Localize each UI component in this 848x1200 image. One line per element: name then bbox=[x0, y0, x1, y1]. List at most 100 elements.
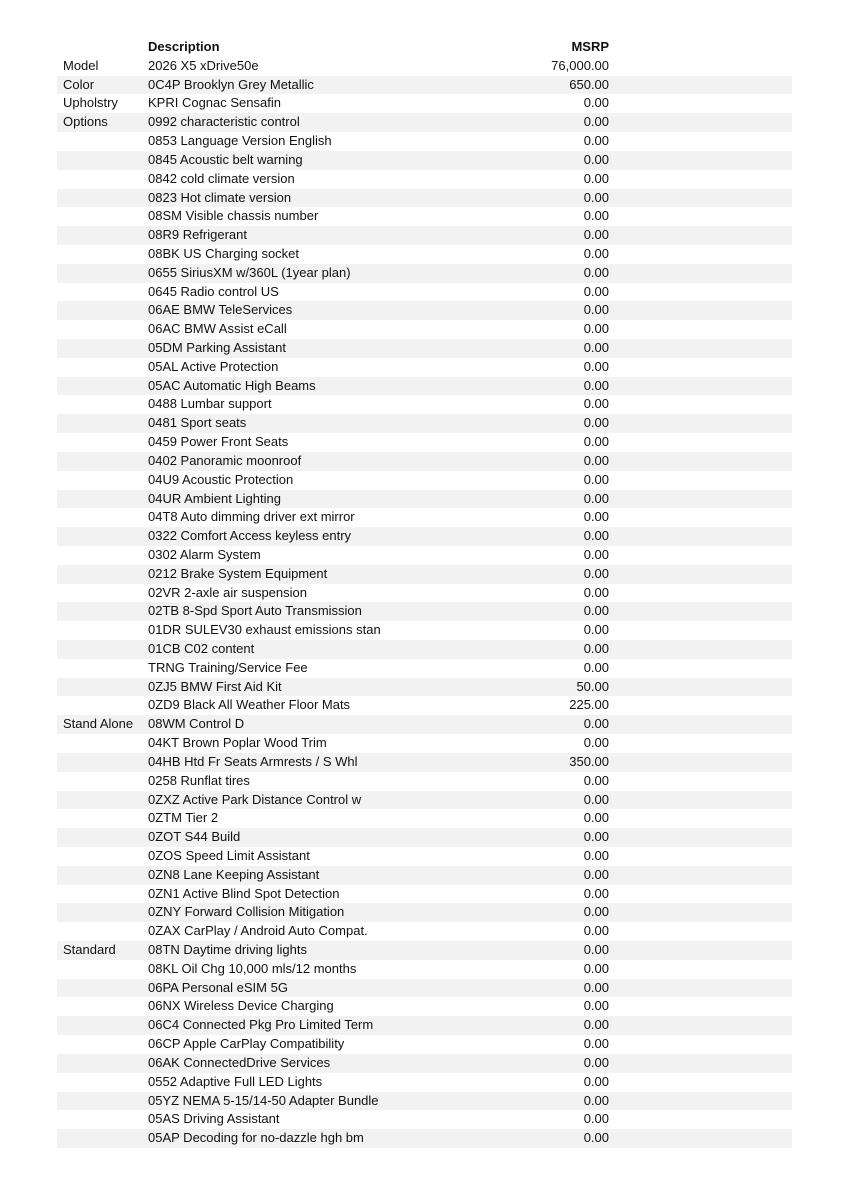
msrp-cell: 0.00 bbox=[583, 603, 609, 619]
description-cell: TRNG Training/Service Fee bbox=[148, 659, 308, 675]
table-row: Stand Alone 08WM Control D 0.00 bbox=[57, 715, 792, 735]
table-row: 0ZTM Tier 2 0.00 bbox=[57, 809, 792, 828]
category-cell: Options bbox=[63, 114, 108, 130]
description-cell: 0ZD9 Black All Weather Floor Mats bbox=[148, 697, 351, 713]
msrp-cell: 0.00 bbox=[583, 95, 609, 111]
msrp-cell: 0.00 bbox=[583, 415, 609, 431]
table-row: 0ZOT S44 Build 0.00 bbox=[57, 828, 792, 847]
description-cell: 0322 Comfort Access keyless entry bbox=[148, 528, 352, 544]
msrp-cell: 0.00 bbox=[583, 923, 609, 939]
table-row: 05YZ NEMA 5-15/14-50 Adapter Bundle 0.00 bbox=[57, 1091, 792, 1111]
msrp-cell: 0.00 bbox=[583, 302, 609, 318]
description-cell: 0481 Sport seats bbox=[148, 415, 247, 431]
description-cell: 01CB C02 content bbox=[148, 641, 255, 656]
table-row: 01CB C02 content 0.00 bbox=[57, 640, 792, 659]
msrp-cell: 0.00 bbox=[583, 904, 609, 920]
description-cell: 05AS Driving Assistant bbox=[148, 1111, 280, 1127]
msrp-cell: 225.00 bbox=[569, 697, 609, 713]
msrp-cell: 76,000.00 bbox=[551, 57, 609, 73]
table-row: 05DM Parking Assistant 0.00 bbox=[57, 339, 792, 358]
msrp-cell: 0.00 bbox=[583, 245, 609, 261]
description-cell: 08WM Control D bbox=[148, 716, 245, 732]
msrp-cell: 0.00 bbox=[583, 866, 609, 882]
msrp-cell: 0.00 bbox=[583, 377, 609, 393]
table-row: 06NX Wireless Device Charging 0.00 bbox=[57, 997, 792, 1016]
msrp-cell: 0.00 bbox=[583, 829, 609, 845]
table-row: 0ZNY Forward Collision Mitigation 0.00 bbox=[57, 903, 792, 923]
msrp-cell: 0.00 bbox=[583, 1130, 609, 1146]
price-sheet-table: Description MSRP Model 2026 X5 xDrive50e 7… bbox=[57, 38, 792, 1148]
msrp-cell: 0.00 bbox=[583, 1092, 609, 1108]
category-cell: Model bbox=[63, 57, 99, 73]
description-cell: 02TB 8-Spd Sport Auto Transmission bbox=[148, 603, 362, 619]
table-row: Standard 08TN Daytime driving lights 0.00 bbox=[57, 941, 792, 960]
msrp-cell: 0.00 bbox=[583, 1073, 609, 1089]
description-cell: 08BK US Charging socket bbox=[148, 245, 300, 261]
msrp-cell: 0.00 bbox=[583, 659, 609, 675]
description-cell: 0258 Runflat tires bbox=[148, 772, 250, 788]
table-row: 0488 Lumbar support 0.00 bbox=[57, 395, 792, 414]
table-row: 0ZJ5 BMW First Aid Kit 50.00 bbox=[57, 677, 792, 697]
table-row: 05AL Active Protection 0.00 bbox=[57, 358, 792, 377]
category-cell: Color bbox=[63, 76, 95, 92]
msrp-cell: 0.00 bbox=[583, 979, 609, 995]
table-row: 06AE BMW TeleServices 0.00 bbox=[57, 301, 792, 321]
table-row: 08KL Oil Chg 10,000 mls/12 months 0.00 bbox=[57, 960, 792, 979]
table-row: Model 2026 X5 xDrive50e 76,000.00 bbox=[57, 57, 792, 76]
table-row: 06AK ConnectedDrive Services 0.00 bbox=[57, 1053, 792, 1073]
table-row: 0402 Panoramic moonroof 0.00 bbox=[57, 451, 792, 471]
msrp-cell: 0.00 bbox=[583, 641, 609, 656]
table-row: 0ZXZ Active Park Distance Control w 0.00 bbox=[57, 790, 792, 810]
description-cell: 05AC Automatic High Beams bbox=[148, 377, 316, 393]
description-cell: 0ZN8 Lane Keeping Assistant bbox=[148, 866, 320, 882]
description-cell: 05DM Parking Assistant bbox=[148, 340, 287, 355]
msrp-cell: 0.00 bbox=[583, 546, 609, 562]
description-cell: 0C4P Brooklyn Grey Metallic bbox=[148, 76, 314, 92]
description-cell: 06AC BMW Assist eCall bbox=[148, 321, 287, 337]
description-cell: 0302 Alarm System bbox=[148, 546, 261, 562]
msrp-cell: 350.00 bbox=[569, 753, 609, 769]
msrp-cell: 0.00 bbox=[583, 227, 609, 243]
table-row: 05AP Decoding for no-dazzle hgh bm 0.00 bbox=[57, 1129, 792, 1148]
description-cell: 08R9 Refrigerant bbox=[148, 227, 247, 243]
description-cell: 0ZXZ Active Park Distance Control w bbox=[148, 791, 362, 807]
table-header: Description MSRP bbox=[57, 38, 792, 57]
description-cell: 0459 Power Front Seats bbox=[148, 434, 289, 450]
table-row: 05AS Driving Assistant 0.00 bbox=[57, 1110, 792, 1129]
table-row: 04UR Ambient Lighting 0.00 bbox=[57, 489, 792, 509]
description-cell: 05AL Active Protection bbox=[148, 358, 279, 374]
table-row: 06PA Personal eSIM 5G 0.00 bbox=[57, 978, 792, 998]
description-cell: 06NX Wireless Device Charging bbox=[148, 998, 334, 1014]
table-row: Options 0992 characteristic control 0.00 bbox=[57, 113, 792, 133]
description-cell: 0ZJ5 BMW First Aid Kit bbox=[148, 678, 282, 694]
table-row: 0645 Radio control US 0.00 bbox=[57, 283, 792, 302]
table-row: 06C4 Connected Pkg Pro Limited Term 0.00 bbox=[57, 1016, 792, 1036]
msrp-cell: 0.00 bbox=[583, 584, 609, 600]
description-cell: 0ZNY Forward Collision Mitigation bbox=[148, 904, 345, 920]
description-cell: 0402 Panoramic moonroof bbox=[148, 452, 302, 468]
msrp-cell: 0.00 bbox=[583, 133, 609, 149]
description-cell: KPRI Cognac Sensafin bbox=[148, 95, 281, 111]
msrp-cell: 0.00 bbox=[583, 490, 609, 506]
msrp-cell: 0.00 bbox=[583, 942, 609, 957]
description-cell: 0ZOT S44 Build bbox=[148, 829, 241, 845]
description-cell: 06AE BMW TeleServices bbox=[148, 302, 293, 318]
msrp-cell: 0.00 bbox=[583, 716, 609, 732]
description-cell: 04UR Ambient Lighting bbox=[148, 490, 281, 506]
msrp-cell: 0.00 bbox=[583, 528, 609, 544]
table-row: 0853 Language Version English 0.00 bbox=[57, 132, 792, 151]
description-cell: 0853 Language Version English bbox=[148, 133, 332, 149]
description-cell: 06C4 Connected Pkg Pro Limited Term bbox=[148, 1017, 374, 1033]
table-row: 08BK US Charging socket 0.00 bbox=[57, 245, 792, 264]
msrp-cell: 0.00 bbox=[583, 283, 609, 299]
table-row: 0459 Power Front Seats 0.00 bbox=[57, 433, 792, 452]
table-row: 0655 SiriusXM w/360L (1year plan) 0.00 bbox=[57, 263, 792, 283]
table-row: 02TB 8-Spd Sport Auto Transmission 0.00 bbox=[57, 602, 792, 622]
description-cell: 08SM Visible chassis number bbox=[148, 208, 319, 224]
description-header: Description bbox=[148, 39, 220, 54]
table-row: 01DR SULEV30 exhaust emissions stan 0.00 bbox=[57, 621, 792, 640]
msrp-cell: 0.00 bbox=[583, 114, 609, 130]
description-cell: 0ZN1 Active Blind Spot Detection bbox=[148, 885, 340, 901]
msrp-cell: 0.00 bbox=[583, 471, 609, 487]
msrp-header: MSRP bbox=[571, 39, 609, 54]
